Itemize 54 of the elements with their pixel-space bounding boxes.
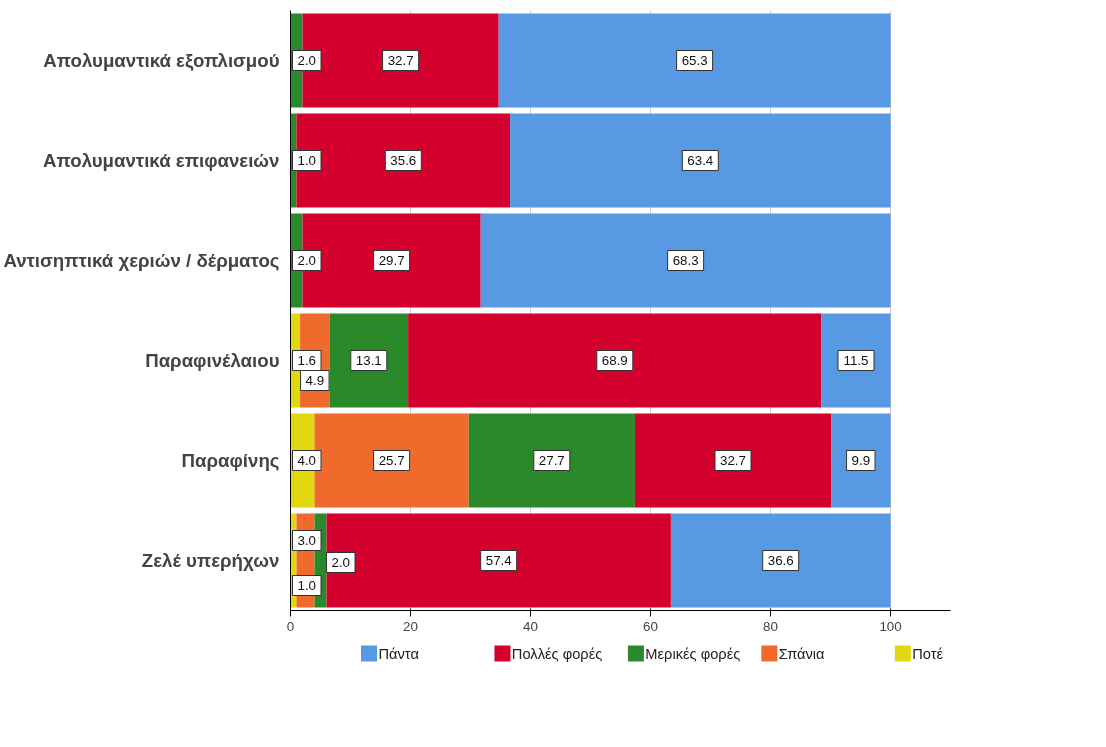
bar <box>326 513 671 608</box>
data-label: 63.4 <box>687 153 714 168</box>
bar <box>634 413 832 508</box>
y-tick-label: Παραφίνης <box>181 450 280 471</box>
data-label: 29.7 <box>378 253 405 268</box>
data-label: 4.0 <box>297 453 317 468</box>
bar <box>468 413 635 508</box>
data-label: 32.7 <box>387 53 414 68</box>
data-label: 1.0 <box>297 578 317 593</box>
bar <box>821 313 891 408</box>
x-tick-label: 100 <box>879 618 902 634</box>
y-tick-label: Απολυμαντικά εξοπλισμού <box>43 50 280 72</box>
y-tick-label: Απολυμαντικά επιφανειών <box>43 150 280 171</box>
bar <box>480 213 891 308</box>
data-label: 25.7 <box>378 453 405 468</box>
data-label: 4.9 <box>305 373 325 388</box>
x-tick-label: 80 <box>763 618 778 634</box>
y-tick-label: Αντισηπτικά χεριών / δέρματος <box>3 250 280 271</box>
bar <box>329 313 409 408</box>
x-tick-label: 20 <box>403 618 418 634</box>
bar <box>510 113 891 208</box>
x-tick-label: 60 <box>643 618 658 634</box>
data-label: 68.9 <box>601 353 628 368</box>
data-label: 2.0 <box>297 53 317 68</box>
y-tick-label: Παραφινέλαιου <box>145 350 280 371</box>
x-tick-label: 40 <box>523 618 538 634</box>
legend-label: Ποτέ <box>912 645 944 662</box>
data-label: 1.0 <box>297 153 317 168</box>
x-tick-label: 0 <box>286 618 295 634</box>
data-label: 11.5 <box>843 353 869 368</box>
bar <box>296 113 511 208</box>
data-label: 57.4 <box>485 553 513 568</box>
bar <box>670 513 891 608</box>
data-label: 32.7 <box>720 453 746 468</box>
legend-label: Μερικές φορές <box>645 645 741 662</box>
bar <box>498 13 891 108</box>
bar <box>408 313 822 408</box>
data-label: 36.6 <box>767 553 794 568</box>
legend-label: Πάντα <box>378 645 420 662</box>
legend-label: Πολλές φορές <box>511 645 603 662</box>
data-label: 27.7 <box>538 453 565 468</box>
legend-label: Σπάνια <box>778 645 826 662</box>
data-label: 2.0 <box>297 253 317 268</box>
bar <box>831 413 891 508</box>
data-label: 1.6 <box>297 353 317 368</box>
bar <box>314 413 469 508</box>
data-label: 65.3 <box>681 53 708 68</box>
data-label: 9.9 <box>851 453 871 468</box>
data-label: 2.0 <box>331 555 351 570</box>
data-label: 3.0 <box>297 533 317 548</box>
data-label: 68.3 <box>672 253 699 268</box>
y-tick-label: Ζελέ υπερήχων <box>141 550 280 571</box>
data-label: 13.1 <box>355 353 382 368</box>
data-label: 35.6 <box>390 153 417 168</box>
